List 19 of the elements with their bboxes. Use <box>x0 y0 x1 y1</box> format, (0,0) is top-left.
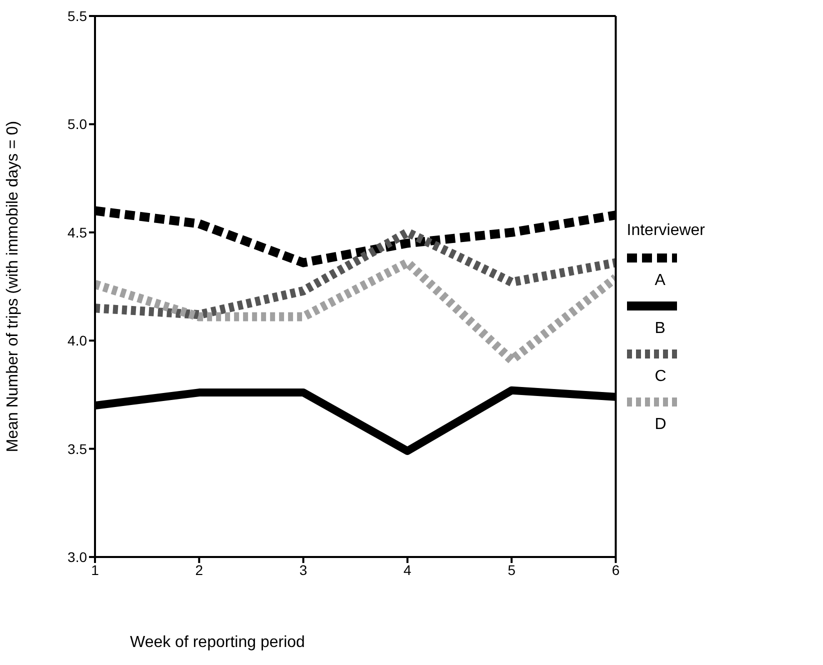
y-axis-title: Mean Number of trips (with immobile days = 0) <box>4 120 22 452</box>
legend-label: B <box>654 320 666 338</box>
legend-label: A <box>654 272 666 290</box>
x-tick-label: 1 <box>91 562 100 578</box>
y-tick-label: 4.0 <box>68 332 88 349</box>
y-tick-label: 4.5 <box>68 224 88 240</box>
x-tick-label: 3 <box>299 562 308 578</box>
x-axis-title: Week of reporting period <box>130 634 305 651</box>
y-tick-label: 3.5 <box>68 440 88 457</box>
x-tick-label: 4 <box>404 562 412 578</box>
y-tick-label: 5.0 <box>68 116 88 132</box>
x-tick-label: 5 <box>508 562 516 578</box>
legend-label: D <box>654 416 668 434</box>
legend-label: C <box>654 368 668 386</box>
x-tick-label: 6 <box>612 562 620 578</box>
x-tick-label: 2 <box>195 562 204 578</box>
legend-title: Interviewer <box>626 222 705 240</box>
y-tick-label: 5.5 <box>68 8 88 24</box>
y-tick-label: 3.0 <box>68 548 88 565</box>
